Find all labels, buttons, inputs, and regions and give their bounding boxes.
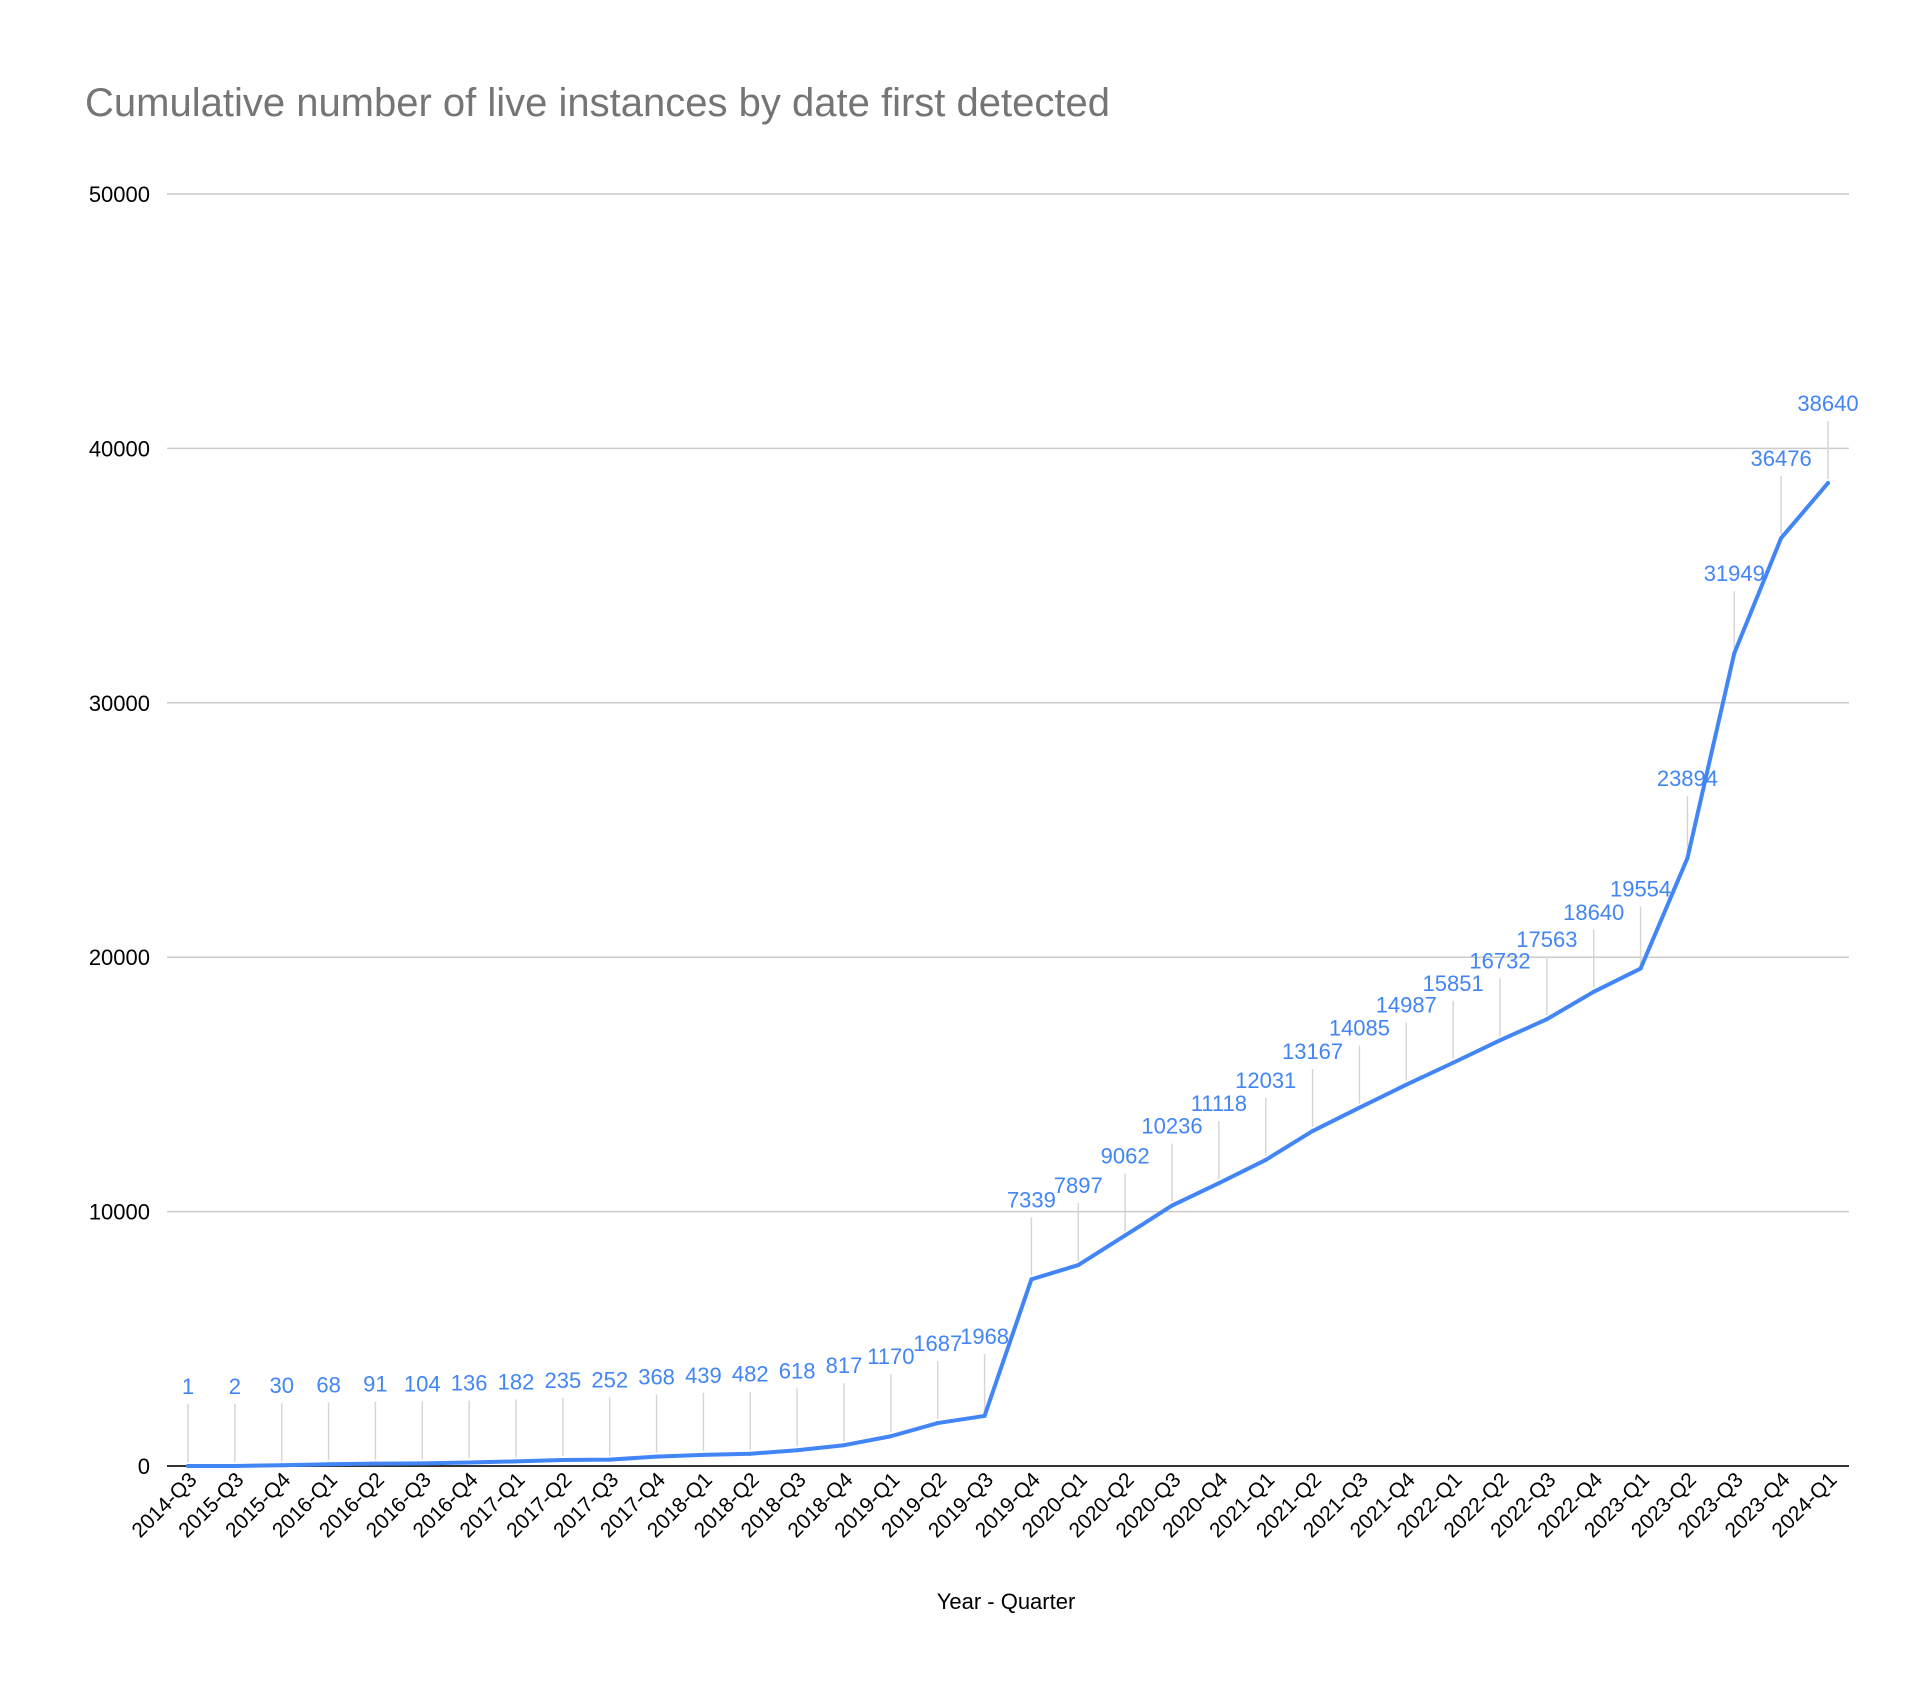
data-labels: 1 2 30 68 91 104 136 182 235 252 368 439 482 618 817 11… [182, 391, 1859, 1399]
data-point-2018-Q2 [748, 1451, 753, 1456]
y-tick-label: 40000 [89, 436, 150, 461]
data-label-2021-Q2: 13167 [1282, 1039, 1343, 1064]
y-tick-label: 30000 [89, 691, 150, 716]
data-label-2022-Q2: 16732 [1469, 948, 1530, 973]
data-point-2023-Q1 [1638, 966, 1643, 971]
data-label-2016-Q2: 91 [363, 1372, 387, 1397]
data-label-2018-Q3: 618 [779, 1358, 816, 1383]
series-line [186, 481, 1830, 1468]
data-point-2018-Q4 [842, 1443, 846, 1448]
y-tick-label: 20000 [89, 945, 150, 970]
data-label-2019-Q2: 1687 [913, 1331, 962, 1356]
data-point-2019-Q1 [888, 1434, 893, 1439]
data-point-2020-Q2 [1123, 1233, 1128, 1238]
y-tick-label: 0 [138, 1454, 150, 1479]
data-point-2018-Q3 [795, 1448, 800, 1453]
data-label-2016-Q3: 104 [404, 1371, 441, 1396]
data-point-2015-Q4 [279, 1463, 284, 1468]
data-label-2018-Q2: 482 [732, 1362, 769, 1387]
data-point-2022-Q4 [1591, 989, 1596, 994]
data-point-2015-Q3 [232, 1463, 237, 1468]
data-label-2018-Q4: 817 [826, 1353, 863, 1378]
data-label-2023-Q3: 31949 [1704, 561, 1765, 586]
data-label-2015-Q4: 30 [269, 1373, 293, 1398]
data-label-2021-Q3: 14085 [1329, 1016, 1390, 1041]
label-leaders [187, 420, 1829, 1462]
data-point-2023-Q3 [1732, 651, 1737, 656]
data-point-2017-Q3 [607, 1457, 612, 1462]
data-point-2016-Q3 [420, 1461, 425, 1466]
data-point-2017-Q2 [560, 1458, 565, 1463]
data-label-2017-Q3: 252 [591, 1368, 628, 1393]
data-point-2022-Q2 [1498, 1038, 1502, 1043]
y-tick-label: 50000 [89, 182, 150, 207]
data-point-2021-Q1 [1263, 1157, 1268, 1162]
data-point-2017-Q1 [514, 1459, 518, 1464]
data-point-2019-Q2 [935, 1421, 940, 1426]
data-point-2019-Q4 [1029, 1277, 1034, 1282]
data-point-2019-Q3 [982, 1413, 987, 1418]
data-label-2019-Q3: 1968 [960, 1324, 1009, 1349]
data-label-2024-Q1: 38640 [1797, 391, 1858, 416]
gridlines [167, 193, 1849, 1467]
data-label-2016-Q1: 68 [316, 1372, 340, 1397]
data-point-2018-Q1 [701, 1452, 706, 1457]
data-label-2017-Q2: 235 [544, 1368, 581, 1393]
data-points [186, 480, 1830, 1468]
data-label-2023-Q4: 36476 [1751, 446, 1812, 471]
data-label-2020-Q1: 7897 [1054, 1173, 1103, 1198]
data-point-2022-Q1 [1451, 1060, 1456, 1065]
data-point-2017-Q4 [654, 1454, 659, 1459]
data-label-2023-Q1: 19554 [1610, 877, 1671, 902]
data-label-2017-Q4: 368 [638, 1365, 675, 1390]
y-axis-ticks: 0 10000 20000 30000 40000 50000 [89, 182, 150, 1479]
data-label-2021-Q1: 12031 [1235, 1068, 1296, 1093]
x-axis-title: Year - Quarter [937, 1589, 1076, 1614]
data-label-2019-Q4: 7339 [1007, 1187, 1056, 1212]
data-label-2022-Q3: 17563 [1516, 927, 1577, 952]
data-label-2015-Q3: 2 [229, 1374, 241, 1399]
data-point-2023-Q4 [1779, 536, 1784, 541]
data-point-2022-Q3 [1544, 1017, 1549, 1022]
data-point-2020-Q1 [1076, 1263, 1081, 1268]
data-label-2019-Q1: 1170 [867, 1344, 914, 1369]
data-point-2023-Q2 [1685, 856, 1690, 861]
data-point-2016-Q2 [373, 1461, 378, 1466]
data-label-2020-Q3: 10236 [1141, 1114, 1202, 1139]
data-point-2016-Q4 [467, 1460, 472, 1465]
chart-title: Cumulative number of live instances by d… [85, 81, 1110, 125]
data-point-2021-Q3 [1357, 1105, 1362, 1110]
data-point-2020-Q3 [1170, 1203, 1174, 1208]
data-label-2020-Q4: 11118 [1191, 1091, 1247, 1116]
data-label-2023-Q2: 23894 [1657, 766, 1718, 791]
data-label-2021-Q4: 14987 [1376, 993, 1437, 1018]
data-label-2022-Q4: 18640 [1563, 900, 1624, 925]
data-point-2021-Q2 [1310, 1129, 1315, 1134]
data-point-2014-Q3 [186, 1463, 190, 1468]
y-tick-label: 10000 [89, 1200, 150, 1225]
data-point-2021-Q4 [1404, 1082, 1409, 1087]
data-label-2022-Q1: 15851 [1423, 971, 1484, 996]
data-label-2017-Q1: 182 [498, 1369, 535, 1394]
data-point-2024-Q1 [1826, 480, 1830, 485]
data-point-2016-Q1 [326, 1462, 331, 1467]
data-label-2018-Q1: 439 [685, 1363, 722, 1388]
data-label-2020-Q2: 9062 [1101, 1143, 1150, 1168]
data-label-2016-Q4: 136 [451, 1371, 488, 1396]
data-label-2014-Q3: 1 [182, 1374, 194, 1399]
x-axis-ticks: 2014-Q32015-Q32015-Q42016-Q12016-Q22016-… [127, 1468, 1841, 1542]
data-point-2020-Q4 [1216, 1181, 1221, 1186]
